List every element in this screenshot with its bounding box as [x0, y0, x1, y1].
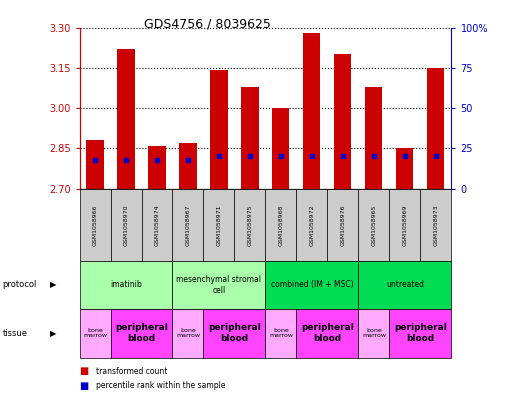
- Text: ▶: ▶: [50, 281, 57, 289]
- Text: ■: ■: [80, 366, 89, 376]
- Bar: [242, 86, 259, 189]
- Text: GSM1058968: GSM1058968: [279, 204, 284, 246]
- Text: GSM1058976: GSM1058976: [341, 204, 345, 246]
- Text: ■: ■: [80, 381, 89, 391]
- Text: GDS4756 / 8039625: GDS4756 / 8039625: [144, 18, 270, 31]
- Text: transformed count: transformed count: [96, 367, 167, 376]
- Text: GSM1058965: GSM1058965: [371, 204, 377, 246]
- Bar: [397, 148, 413, 189]
- Text: GSM1058966: GSM1058966: [92, 204, 97, 246]
- Text: GSM1058970: GSM1058970: [124, 204, 128, 246]
- Text: peripheral
blood: peripheral blood: [115, 323, 168, 343]
- Text: GSM1058974: GSM1058974: [154, 204, 160, 246]
- Text: combined (IM + MSC): combined (IM + MSC): [271, 281, 353, 289]
- Bar: [334, 54, 351, 189]
- Bar: [365, 86, 383, 189]
- Text: untreated: untreated: [386, 281, 424, 289]
- Text: ▶: ▶: [50, 329, 57, 338]
- Text: mesenchymal stromal
cell: mesenchymal stromal cell: [176, 275, 262, 295]
- Text: GSM1058975: GSM1058975: [247, 204, 252, 246]
- Bar: [272, 108, 289, 189]
- Text: protocol: protocol: [3, 281, 37, 289]
- Text: GSM1058967: GSM1058967: [186, 204, 190, 246]
- Bar: [210, 70, 227, 189]
- Text: bone
marrow: bone marrow: [83, 328, 107, 338]
- Bar: [180, 143, 196, 189]
- Bar: [304, 33, 321, 189]
- Bar: [87, 140, 104, 189]
- Text: tissue: tissue: [3, 329, 28, 338]
- Text: bone
marrow: bone marrow: [362, 328, 386, 338]
- Text: imatinib: imatinib: [110, 281, 142, 289]
- Text: GSM1058971: GSM1058971: [216, 204, 222, 246]
- Text: peripheral
blood: peripheral blood: [394, 323, 447, 343]
- Text: percentile rank within the sample: percentile rank within the sample: [96, 382, 225, 390]
- Text: GSM1058969: GSM1058969: [403, 204, 407, 246]
- Text: bone
marrow: bone marrow: [269, 328, 293, 338]
- Bar: [148, 146, 166, 189]
- Bar: [117, 49, 134, 189]
- Text: bone
marrow: bone marrow: [176, 328, 200, 338]
- Text: peripheral
blood: peripheral blood: [208, 323, 261, 343]
- Text: GSM1058973: GSM1058973: [433, 204, 439, 246]
- Text: peripheral
blood: peripheral blood: [301, 323, 354, 343]
- Text: GSM1058972: GSM1058972: [309, 204, 314, 246]
- Bar: [427, 68, 444, 189]
